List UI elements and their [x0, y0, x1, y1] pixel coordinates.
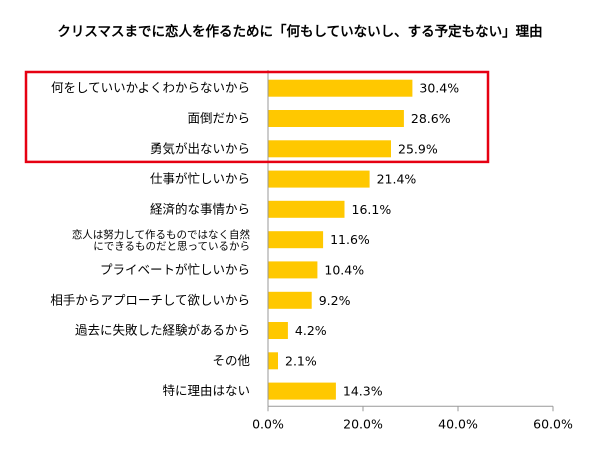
- data-label: 11.6%: [330, 232, 370, 247]
- bar: [268, 291, 312, 309]
- highlight-box: [24, 70, 490, 164]
- chart-title: クリスマスまでに恋人を作るために「何もしていないし、する予定もない」理由: [57, 23, 542, 40]
- category-label: 相手からアプローチして欲しいから: [50, 292, 250, 307]
- category-label: 勇気が出ないから: [150, 141, 250, 156]
- x-tick-label: 20.0%: [343, 416, 383, 431]
- category-label: 恋人は努力して作るものではなく自然: [72, 228, 251, 241]
- bar: [268, 140, 391, 158]
- category-label: 何をしていいかよくわからないから: [51, 80, 250, 95]
- data-label: 21.4%: [377, 172, 417, 187]
- bar: [268, 352, 278, 370]
- x-tick-label: 40.0%: [438, 416, 478, 431]
- category-label: 仕事が忙しいから: [150, 171, 250, 186]
- category-label: にできるものだと思っているから: [93, 240, 250, 252]
- bar: [268, 200, 345, 218]
- category-label: プライベートが忙しいから: [100, 262, 250, 277]
- data-label: 28.6%: [411, 111, 451, 126]
- bar: [268, 79, 413, 97]
- bar: [268, 382, 336, 400]
- x-tick-label: 60.0%: [533, 416, 573, 431]
- data-label: 30.4%: [419, 81, 459, 96]
- x-tick-label: 0.0%: [252, 416, 284, 431]
- plot-area: 30.4% 何をしていいかよくわからないから 28.6% 面倒だから 25.9% 勇気が出…: [24, 70, 573, 431]
- bar: [268, 170, 370, 188]
- data-label: 25.9%: [398, 141, 438, 156]
- category-label: 面倒だから: [187, 111, 250, 126]
- data-label: 4.2%: [295, 323, 327, 338]
- data-label: 10.4%: [324, 262, 364, 277]
- category-label: 経済的な事情から: [150, 201, 250, 216]
- category-label: 特に理由はない: [162, 383, 250, 398]
- bar: [268, 231, 324, 249]
- data-label: 16.1%: [352, 202, 392, 217]
- category-label: 過去に失敗した経験があるから: [75, 323, 250, 338]
- data-label: 14.3%: [343, 384, 383, 399]
- bar: [268, 322, 288, 339]
- data-label: 2.1%: [285, 353, 317, 368]
- data-label: 9.2%: [319, 293, 351, 308]
- bar: [268, 261, 318, 279]
- bar: [268, 110, 404, 127]
- category-label: その他: [212, 353, 250, 368]
